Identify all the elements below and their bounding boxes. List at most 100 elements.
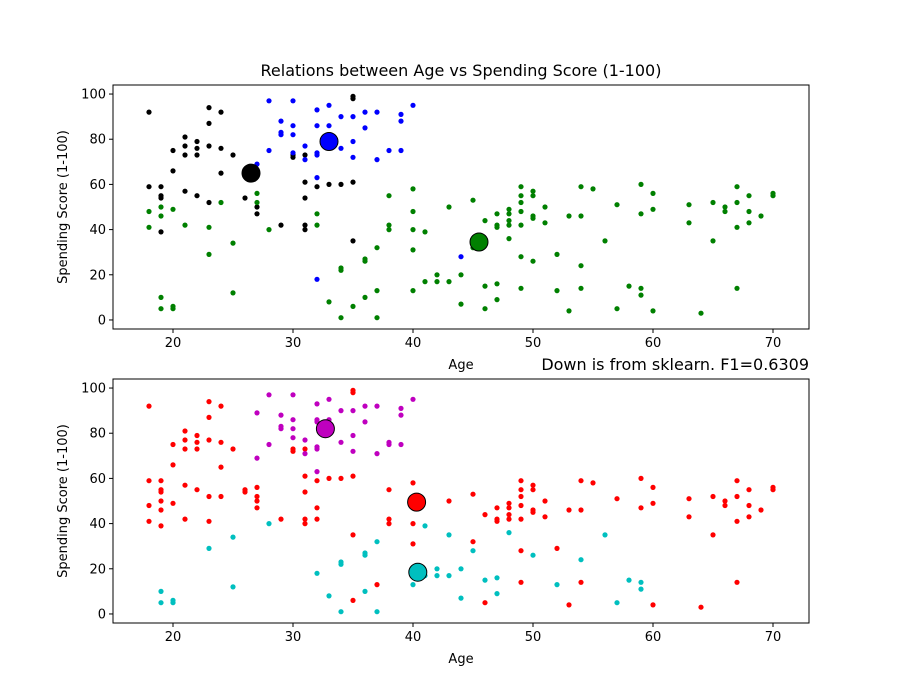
top-data-point (518, 199, 524, 206)
bottom-data-point (494, 575, 500, 581)
bottom-data-point (158, 478, 164, 484)
bottom-data-point (326, 593, 332, 599)
bottom-data-point (686, 496, 692, 502)
top-data-point (602, 238, 608, 244)
bottom-data-point (566, 507, 572, 513)
bottom-y-tick-label: 40 (89, 517, 106, 532)
top-data-point (410, 288, 416, 294)
top-data-point (182, 143, 188, 149)
top-data-point (734, 224, 740, 230)
top-data-point (734, 285, 740, 291)
top-data-point (482, 283, 488, 289)
bottom-data-point (602, 532, 608, 538)
bottom-data-point (458, 566, 464, 572)
bottom-data-point (518, 579, 524, 585)
bottom-data-point (302, 446, 308, 452)
bottom-data-point (350, 408, 356, 414)
top-data-point (578, 285, 584, 291)
bottom-data-point (578, 557, 584, 563)
bottom-data-point (494, 518, 500, 524)
top-data-point (350, 154, 356, 160)
top-data-point (518, 208, 524, 215)
bottom-data-point (698, 604, 704, 610)
top-data-point (230, 290, 236, 296)
bottom-data-point (158, 498, 164, 504)
top-data-point (266, 98, 272, 104)
bottom-data-point (614, 600, 620, 606)
bottom-data-point (158, 523, 164, 529)
top-data-point (458, 301, 464, 307)
bottom-data-point (542, 498, 548, 504)
top-data-point (158, 294, 164, 300)
top-y-tick-label: 0 (98, 313, 106, 328)
top-data-point (230, 240, 236, 246)
bottom-data-point (302, 516, 308, 522)
top-data-point (398, 147, 404, 154)
bottom-data-point (158, 600, 164, 606)
bottom-data-point (326, 475, 332, 481)
top-data-point (650, 190, 656, 196)
bottom-data-point (290, 417, 296, 423)
top-data-point (338, 114, 344, 120)
top-data-point (254, 190, 260, 196)
top-data-point (362, 258, 368, 264)
top-data-point (530, 188, 536, 194)
bottom-data-point (350, 597, 356, 604)
top-data-point (578, 184, 584, 190)
bottom-data-point (518, 502, 524, 509)
top-data-point (494, 281, 500, 287)
top-data-point (506, 211, 512, 217)
bottom-data-point (518, 487, 524, 493)
top-data-point (446, 279, 452, 285)
bottom-data-point (482, 600, 488, 606)
top-data-point (302, 152, 308, 158)
bottom-data-point (362, 588, 368, 595)
bottom-data-point (746, 514, 752, 520)
bottom-data-point (158, 507, 164, 513)
bottom-data-point (746, 487, 752, 493)
bottom-data-point (278, 426, 284, 432)
top-data-point (146, 109, 152, 115)
bottom-data-point (146, 478, 152, 484)
top-data-point (314, 222, 320, 228)
bottom-data-point (290, 426, 296, 432)
top-data-point (350, 96, 356, 102)
top-data-point (410, 186, 416, 192)
top-data-point (410, 227, 416, 233)
top-data-point (278, 222, 284, 228)
top-data-point (506, 206, 512, 212)
bottom-data-point (518, 548, 524, 554)
top-data-point (158, 229, 164, 235)
top-x-tick-label: 20 (165, 336, 182, 351)
bottom-chart-y-axis-label: Spending Score (1-100) (56, 424, 71, 578)
bottom-data-point (710, 493, 716, 500)
bottom-data-point (422, 523, 428, 529)
bottom-data-point (470, 548, 476, 554)
bottom-data-point (506, 516, 512, 522)
bottom-data-point (638, 579, 644, 585)
bottom-data-point (386, 487, 392, 493)
top-data-point (506, 236, 512, 242)
top-data-point (458, 272, 464, 278)
bottom-data-point (494, 591, 500, 597)
bottom-data-point (254, 455, 260, 461)
top-data-point (434, 279, 440, 285)
bottom-data-point (206, 399, 212, 405)
bottom-data-point (230, 534, 236, 540)
bottom-data-point (734, 478, 740, 484)
top-data-point (410, 208, 416, 215)
top-data-point (350, 179, 356, 185)
bottom-data-point (302, 489, 308, 495)
top-y-tick-label: 60 (89, 178, 106, 193)
bottom-data-point (374, 539, 380, 545)
bottom-data-point (362, 552, 368, 558)
top-chart-title: Relations between Age vs Spending Score … (261, 61, 662, 80)
top-data-point (638, 292, 644, 298)
top-data-point (362, 125, 368, 131)
top-data-point (446, 204, 452, 210)
bottom-data-point (506, 530, 512, 536)
bottom-data-point (434, 573, 440, 579)
bottom-chart-title: Down is from sklearn. F1=0.6309 (541, 355, 809, 374)
bottom-data-point (170, 462, 176, 468)
bottom-data-point (350, 432, 356, 439)
